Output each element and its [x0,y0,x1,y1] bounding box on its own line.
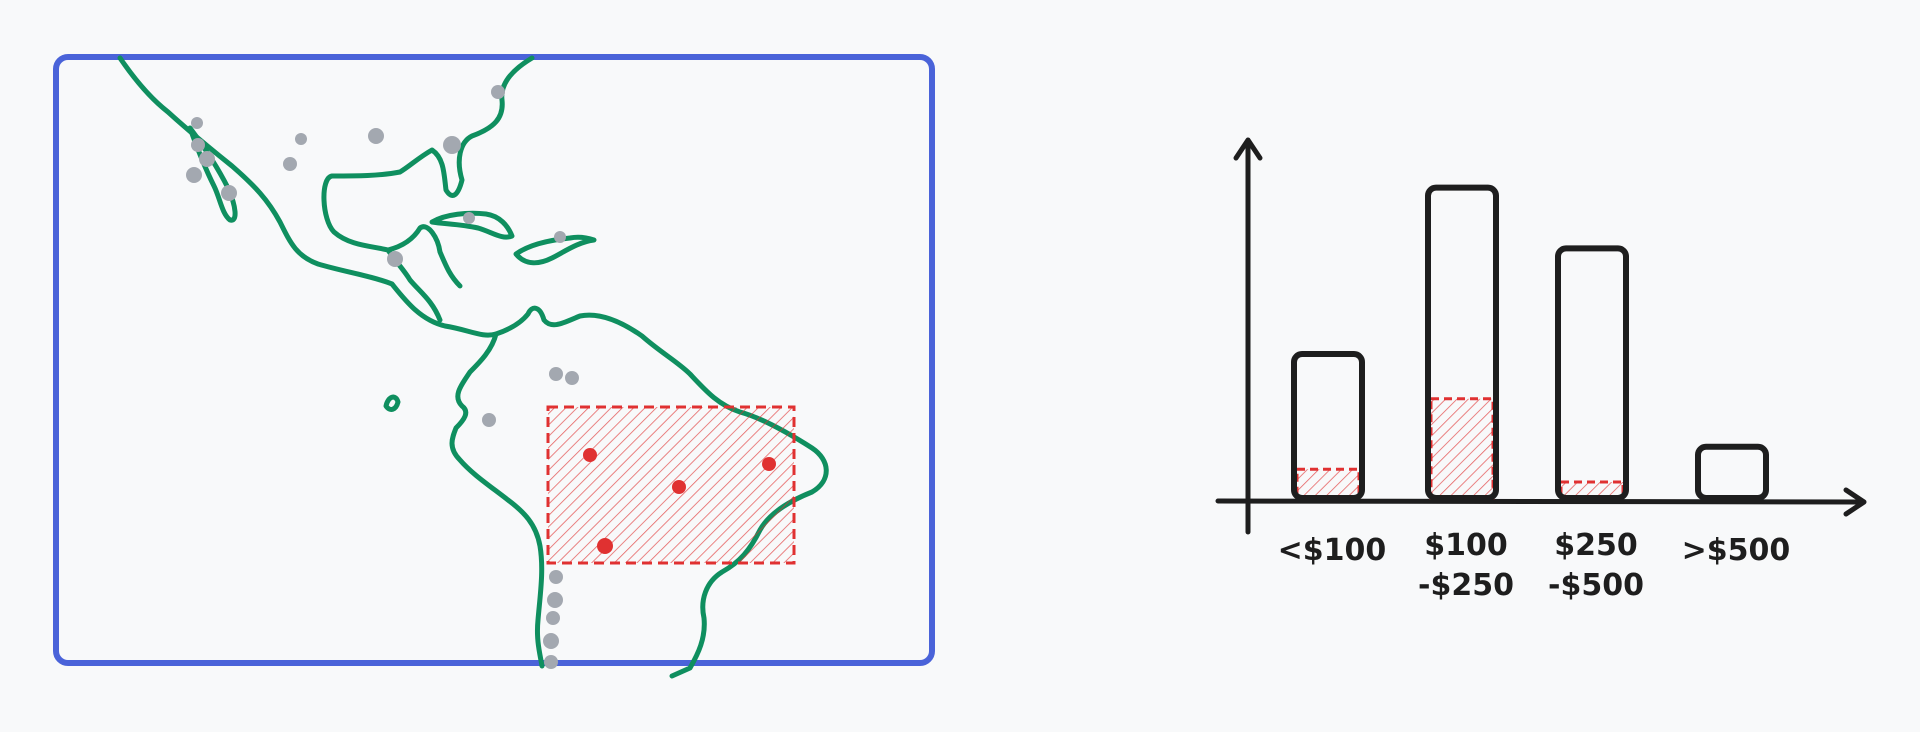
hispaniola [513,234,597,266]
gulf-coastline [321,55,535,289]
baja-california [187,125,238,223]
x-axis-arrowhead [1843,487,1867,517]
gray-dot [295,133,307,145]
gray-dot [199,151,215,167]
map-frame [53,54,935,666]
bar [1695,443,1769,501]
gray-dot [443,136,461,154]
red-dot [597,538,613,554]
gray-dot [191,117,203,129]
x-axis [1215,498,1865,505]
category-label: $100 -$250 [1418,528,1514,603]
y-axis-arrowhead [1233,137,1263,161]
gray-dot [544,655,558,669]
bar-chart: <$100 $100 -$250 $250 -$500 >$500 [1215,137,1867,603]
gray-dot [368,128,384,144]
south-america-west-coast [449,331,545,669]
axes [1215,137,1867,535]
gray-dot [565,371,579,385]
gray-dot [463,212,475,224]
gray-dot [491,85,505,99]
gray-dot [221,185,237,201]
gray-dot [387,251,403,267]
gray-dot [546,611,560,625]
red-dot [762,457,776,471]
gray-dot [482,413,496,427]
category-label: >$500 [1682,533,1791,568]
gray-dot [549,570,563,584]
gray-dots [186,85,579,669]
gray-dot [283,157,297,171]
galapagos-island [383,394,401,412]
gray-dot [549,367,563,381]
bar-highlight-segment [1429,397,1495,500]
bar-highlight-segment [1295,467,1361,500]
bar [1555,245,1629,501]
bar [1291,351,1365,501]
gray-dot [547,592,563,608]
red-dot [583,448,597,462]
category-label: <$100 [1278,533,1387,568]
gray-dot [554,231,566,243]
bars-group [1291,184,1769,501]
category-labels: <$100 $100 -$250 $250 -$500 >$500 [1278,528,1791,603]
gray-dot [186,167,202,183]
red-dot [672,480,686,494]
gray-dot [543,633,559,649]
category-label: $250 -$500 [1548,528,1644,603]
highlight-region [546,405,796,565]
gray-dot [191,138,205,152]
bar [1425,184,1499,501]
latin-america-map [53,54,935,679]
red-dots [583,448,776,554]
